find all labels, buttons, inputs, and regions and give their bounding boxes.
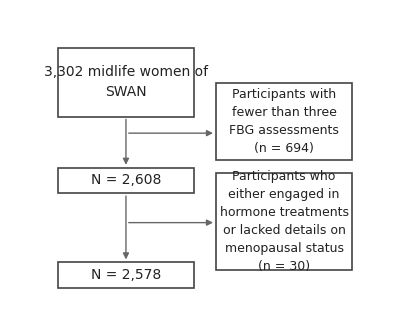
Text: Participants with
fewer than three
FBG assessments
(n = 694): Participants with fewer than three FBG a… <box>229 88 339 155</box>
Text: N = 2,578: N = 2,578 <box>91 268 161 282</box>
FancyBboxPatch shape <box>216 173 352 270</box>
FancyBboxPatch shape <box>58 168 194 193</box>
Text: N = 2,608: N = 2,608 <box>91 173 161 188</box>
FancyBboxPatch shape <box>216 83 352 160</box>
FancyBboxPatch shape <box>58 47 194 117</box>
FancyBboxPatch shape <box>58 262 194 288</box>
Text: Participants who
either engaged in
hormone treatments
or lacked details on
menop: Participants who either engaged in hormo… <box>220 170 348 273</box>
Text: 3,302 midlife women of
SWAN: 3,302 midlife women of SWAN <box>44 65 208 99</box>
